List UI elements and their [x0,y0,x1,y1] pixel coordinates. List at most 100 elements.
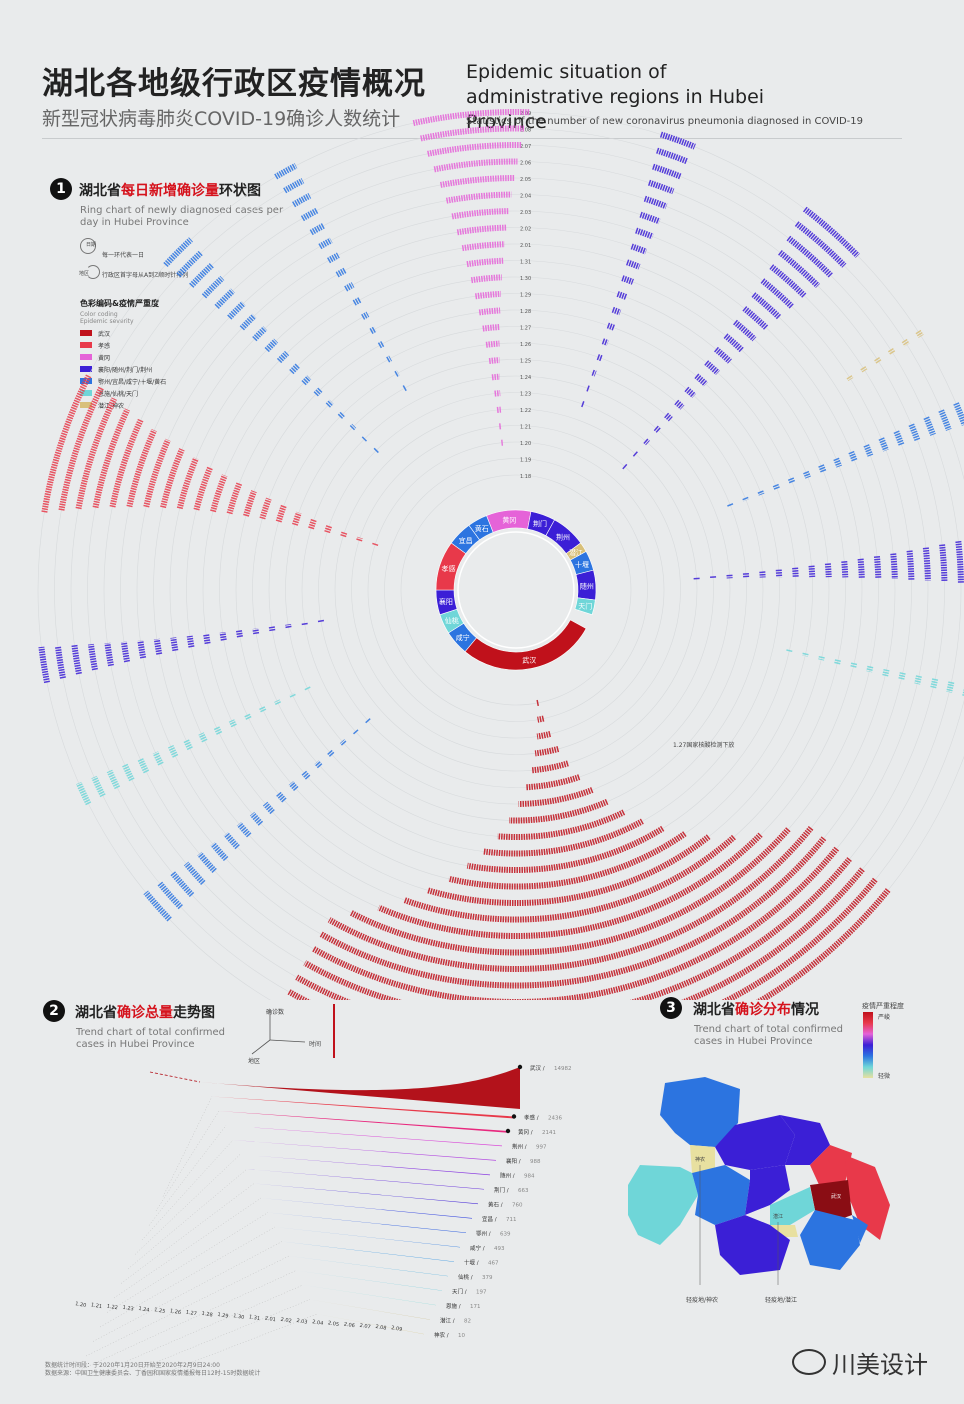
series-end-dot [505,1128,511,1134]
daily-bar [193,465,214,511]
map-label-wuhan: 武汉 [831,1194,842,1200]
daily-bar [639,211,661,225]
series-value: 14982 [554,1066,572,1072]
daily-bar [824,563,832,578]
daily-bar [448,831,687,890]
daily-bar [275,504,287,523]
section1-title: 湖北省每日新增确诊量环状图 [79,183,261,199]
daily-bar [137,757,150,774]
daily-bar [235,630,243,638]
daily-bar [953,402,964,426]
daily-bar [183,861,206,885]
daily-bar [308,518,317,530]
day-ring-label: 1.24 [520,375,531,381]
date-tick: 1.31 [248,1314,260,1322]
daily-bar [946,681,955,693]
page-title-en: Epidemic situation of administrative reg… [466,61,765,133]
daily-bar [906,550,915,580]
daily-bar [38,646,50,684]
trend-chart: 1.201.211.221.231.241.251.261.271.281.29… [75,1064,572,1370]
region-segment-label: 襄阳 [439,597,453,606]
region-segment-label: 咸宁 [456,633,470,642]
series-lead-line [106,1212,269,1313]
region-segment [574,597,596,616]
date-tick: 1.27 [185,1309,197,1317]
page-title: 湖北各地级行政区疫情概况 [42,66,426,102]
daily-bar [803,470,811,479]
daily-bar [787,477,796,485]
daily-bar [122,763,135,782]
daily-bar [394,370,400,377]
legend-swatch [80,342,92,348]
daily-bar [340,530,348,538]
day-ring [120,194,912,986]
section1-subtitle: Ring chart of newly diagnosed cases per … [80,205,284,228]
day-ring-label: 2.02 [520,227,531,233]
map-region-huanggang [845,1155,890,1240]
region-segment-label: 孝感 [441,564,455,573]
daily-bar [850,662,858,669]
day-ring-label: 1.19 [520,458,531,464]
daily-bar [403,834,736,923]
day-ring [351,425,681,755]
daily-bar [301,375,312,386]
daily-bar [143,438,171,508]
daily-bar [170,871,195,898]
series-value: 760 [512,1203,523,1209]
daily-bar [466,825,665,873]
daily-bar [755,888,891,1000]
daily-bar [356,536,363,542]
daily-bar [268,626,276,632]
daily-bar [751,292,782,320]
daily-bar [344,282,355,292]
series-band [240,1154,490,1176]
axis-key-count: 确诊数 [266,1009,285,1016]
daily-bar [674,399,685,410]
daily-bar [848,450,858,463]
daily-bar [470,274,502,284]
daily-bar [525,774,581,791]
daily-bar [439,175,515,188]
date-tick: 1.30 [233,1313,245,1321]
legend-label: 襄阳/随州/荆门/荆州 [98,367,153,374]
series-label: 随州 / [500,1172,515,1180]
day-ring-label: 2.05 [520,177,531,183]
map-region-suizhou [780,1115,830,1165]
region-segment-label: 黄石 [475,524,489,533]
region-segment-label: 武汉 [522,656,536,665]
daily-bar [361,311,370,320]
daily-bar [704,360,720,375]
axis-key-time: 时间 [309,1041,322,1048]
day-ring-label: 1.21 [520,425,531,431]
ring-key-icon [80,238,96,254]
daily-bar [349,423,357,431]
series-band [226,1125,502,1147]
region-segment-label: 天门 [578,601,592,610]
daily-bar [264,338,279,353]
series-lead-line [136,1299,311,1370]
daily-bar [243,712,252,720]
daily-bar [887,347,896,356]
daily-ring-chart: 1.18 1.19 1.20 1.21 1.22 1.23 1.24 1.25 1.26 1.27… [37,109,964,1000]
daily-bar [461,241,505,252]
series-lead-line [120,1183,255,1284]
series-label: 咸宁 / [470,1244,485,1252]
daily-bar [252,326,268,342]
daily-bar [922,547,931,581]
day-ring [268,342,764,838]
daily-bar [581,401,585,408]
daily-bar [275,791,287,803]
region-segment-label: 宜昌 [459,536,473,545]
day-ring [153,227,879,953]
daily-bar [373,447,380,454]
daily-bar [664,412,673,422]
daily-bar [757,490,765,496]
scale-title: 疫情严重程度 [862,1002,904,1010]
day-ring [301,375,731,805]
daily-bar [226,482,243,515]
date-tick: 1.28 [201,1311,213,1319]
daily-bar [866,665,874,673]
daily-bar [684,386,697,398]
daily-bar [274,699,282,706]
daily-bar [283,178,305,194]
